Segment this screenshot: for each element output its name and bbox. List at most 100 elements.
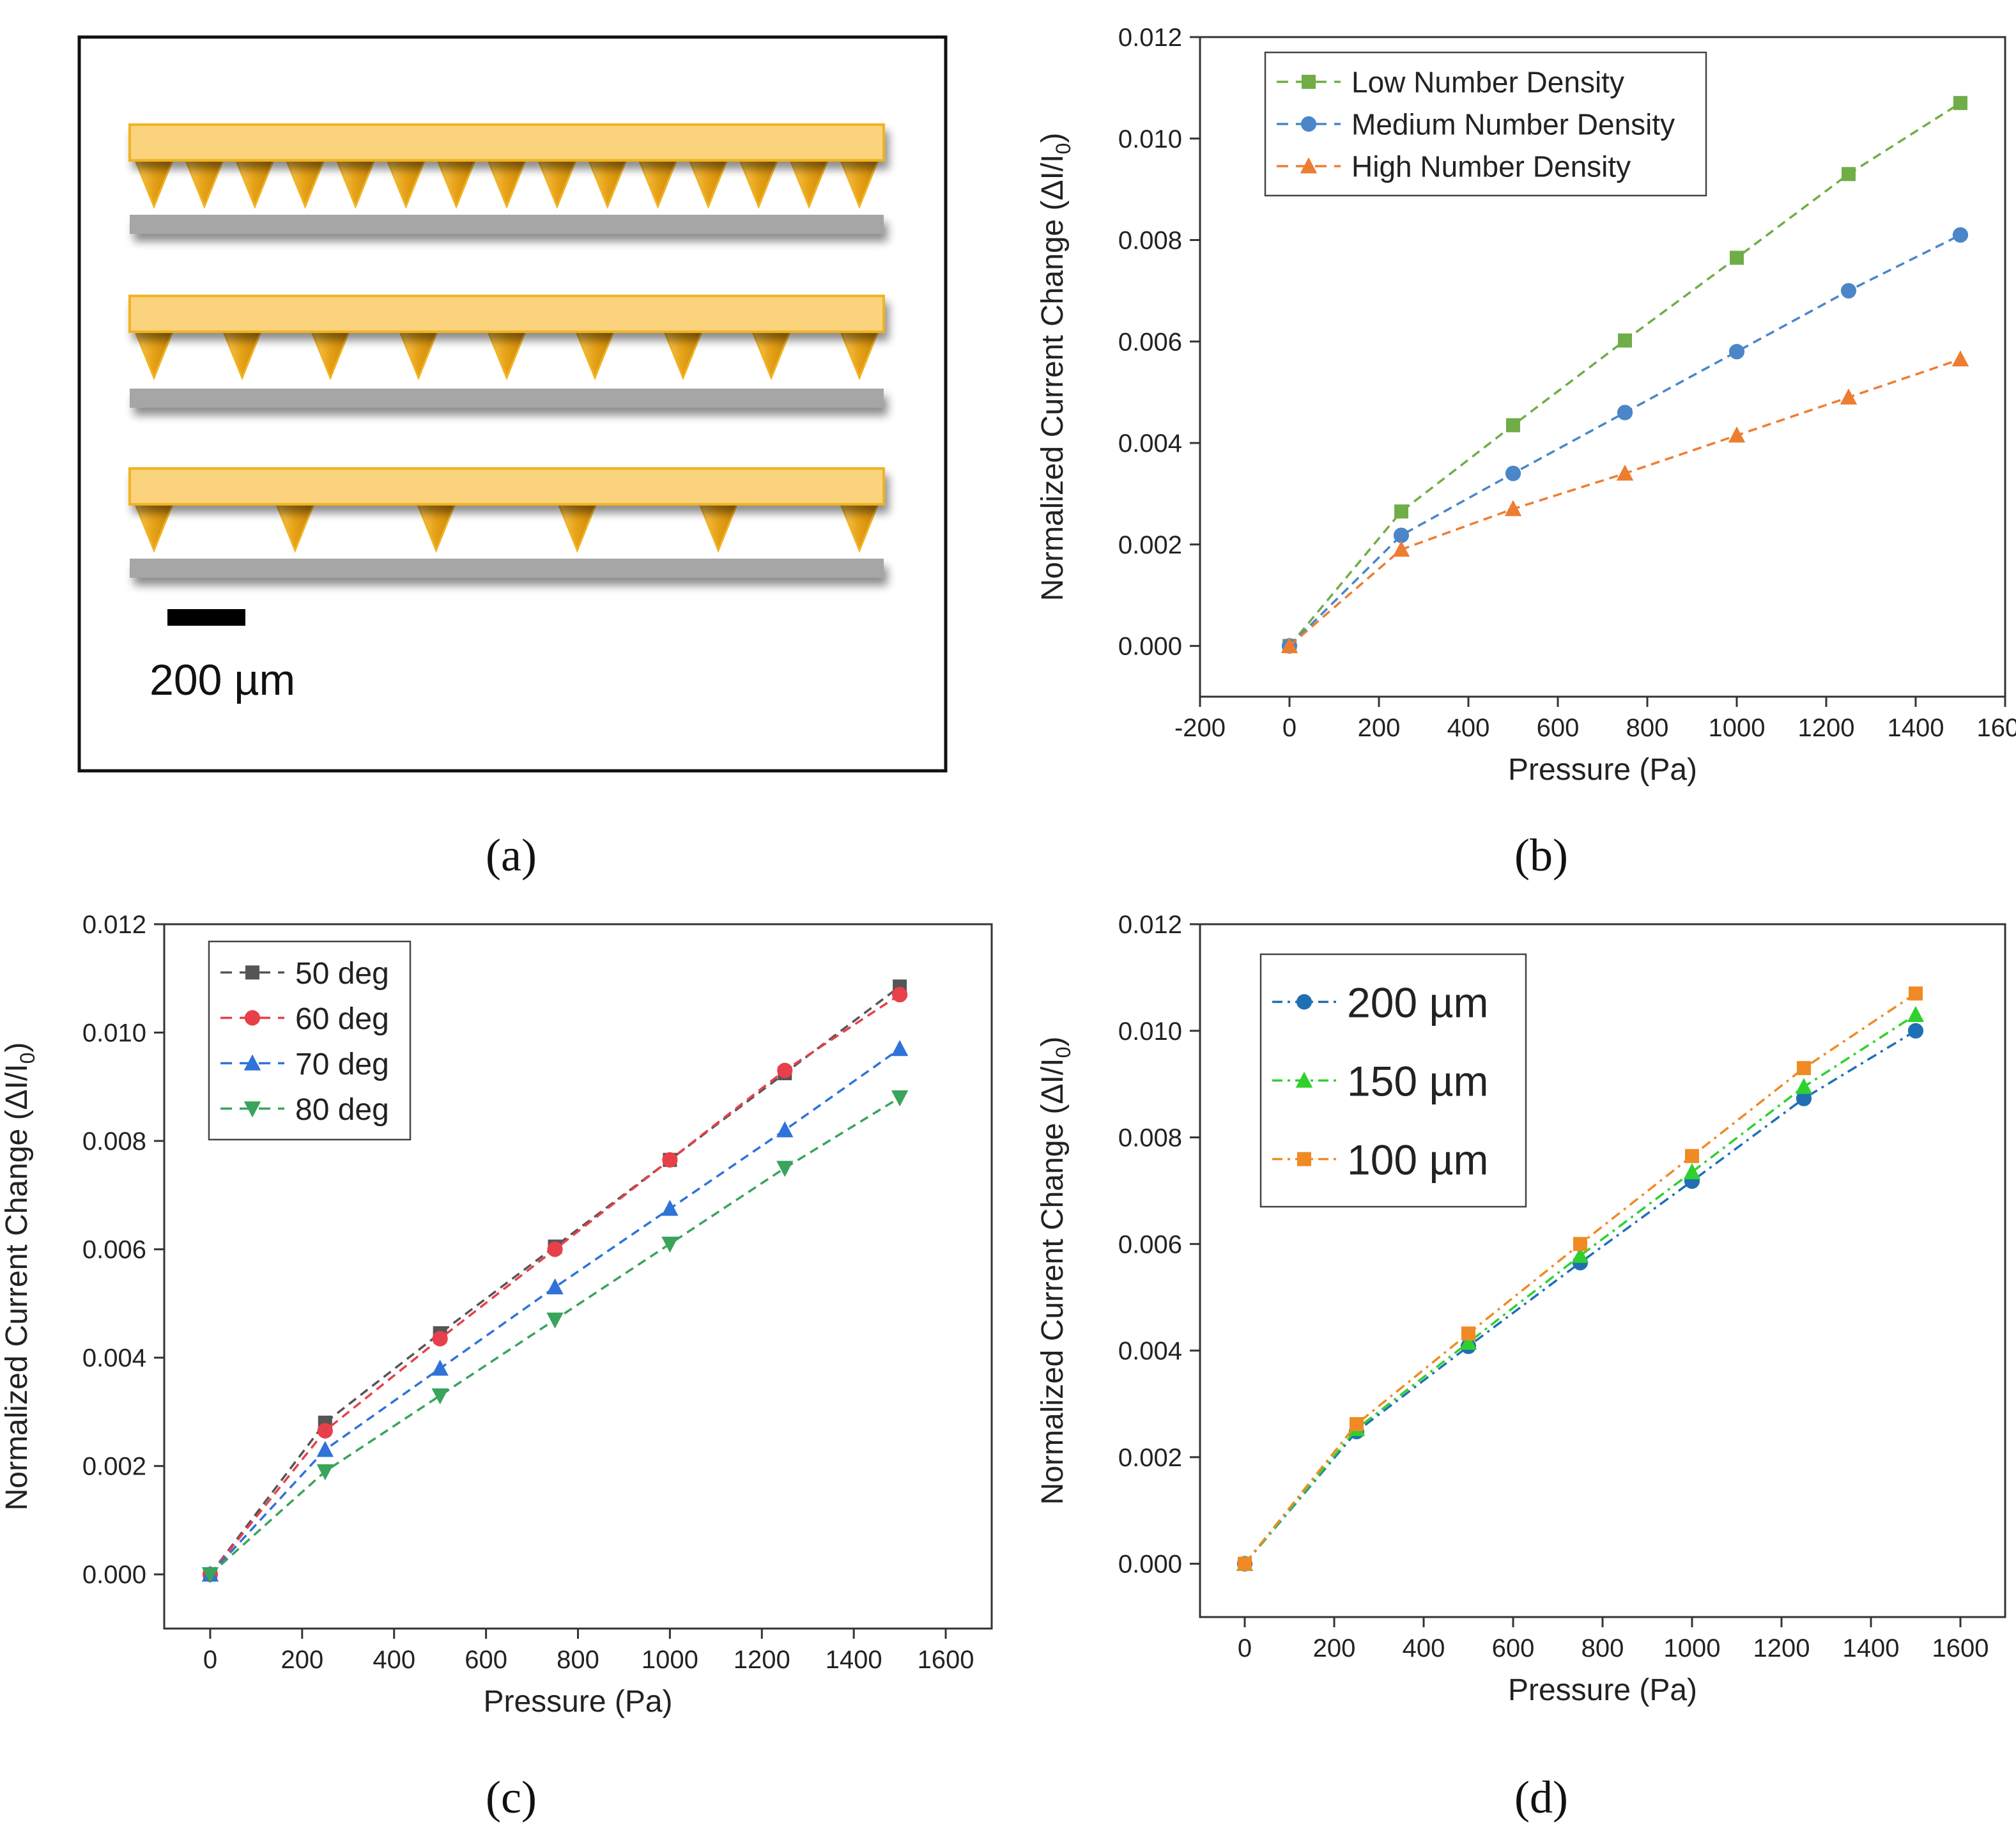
legend-marker bbox=[1302, 75, 1316, 89]
x-tick-label: 400 bbox=[373, 1646, 415, 1674]
series-line bbox=[209, 1096, 901, 1576]
legend: 200 µm 150 µm 100 µm bbox=[1259, 953, 1527, 1208]
data-point bbox=[1504, 500, 1522, 516]
series-low-number-density bbox=[1282, 96, 1967, 653]
schematic-row-high-density bbox=[128, 123, 885, 234]
x-tick-label: 600 bbox=[1492, 1634, 1535, 1662]
x-tick-label: 0 bbox=[1282, 714, 1297, 742]
data-point bbox=[1685, 1149, 1699, 1163]
legend-label: 70 deg bbox=[295, 1048, 389, 1081]
y-tick-label: 0.000 bbox=[1118, 1551, 1182, 1579]
x-tick-label: 1200 bbox=[734, 1646, 790, 1674]
legend-marker bbox=[1300, 157, 1318, 174]
legend-marker bbox=[243, 1054, 261, 1071]
scale-bar-label: 200 µm bbox=[150, 656, 295, 704]
y-axis-title: Normalized Current Change (ΔI/I0) bbox=[1036, 133, 1075, 601]
y-tick-label: 0.012 bbox=[1118, 911, 1182, 939]
x-tick-label: 800 bbox=[1626, 714, 1669, 742]
electrode-bar bbox=[128, 123, 885, 162]
data-point bbox=[316, 1441, 334, 1457]
x-tick-label: 1400 bbox=[1843, 1634, 1900, 1662]
x-tick-label: 1200 bbox=[1798, 714, 1855, 742]
data-point bbox=[316, 1464, 334, 1481]
panel-label-a: (a) bbox=[486, 830, 537, 881]
scale-bar bbox=[167, 609, 245, 626]
legend-marker bbox=[245, 965, 259, 980]
data-point bbox=[1728, 344, 1745, 360]
y-tick-label: 0.006 bbox=[1118, 1230, 1182, 1258]
data-point bbox=[1394, 504, 1408, 519]
x-tick-label: 1400 bbox=[826, 1646, 882, 1674]
y-tick-label: 0.010 bbox=[1118, 1018, 1182, 1046]
legend: 50 deg 60 deg 70 deg 80 deg bbox=[208, 940, 412, 1141]
y-tick-label: 0.008 bbox=[1118, 227, 1182, 255]
y-axis-title: Normalized Current Change (ΔI/I0) bbox=[1036, 1037, 1075, 1505]
x-tick-label: 1000 bbox=[642, 1646, 698, 1674]
data-point bbox=[547, 1241, 563, 1257]
series-high-number-density bbox=[1281, 350, 1969, 653]
y-tick-label: 0.000 bbox=[82, 1561, 146, 1589]
x-tick-label: 200 bbox=[281, 1646, 323, 1674]
data-point bbox=[892, 987, 908, 1003]
panel-label-d: (d) bbox=[1514, 1772, 1568, 1823]
data-point bbox=[1506, 418, 1520, 433]
plot-frame bbox=[1199, 36, 2006, 698]
legend: Low Number Density Medium Number Density H… bbox=[1264, 51, 1707, 197]
data-point bbox=[1728, 426, 1746, 443]
legend-label: Medium Number Density bbox=[1351, 108, 1675, 141]
data-point bbox=[1571, 1246, 1589, 1263]
y-tick-label: 0.002 bbox=[82, 1453, 146, 1481]
legend-box bbox=[208, 940, 412, 1141]
y-tick-label: 0.002 bbox=[1118, 1444, 1182, 1472]
data-point bbox=[1952, 227, 1969, 243]
y-tick-label: 0.010 bbox=[82, 1019, 146, 1048]
series-80-deg bbox=[201, 1090, 909, 1584]
x-tick-label: 200 bbox=[1358, 714, 1401, 742]
data-point bbox=[1616, 464, 1634, 481]
data-point bbox=[1795, 1078, 1813, 1094]
x-tick-label: 1600 bbox=[1932, 1634, 1989, 1662]
data-point bbox=[1461, 1326, 1475, 1341]
y-tick-label: 0.000 bbox=[1118, 633, 1182, 661]
x-tick-label: 600 bbox=[465, 1646, 507, 1674]
data-point bbox=[201, 1567, 219, 1584]
y-tick-label: 0.012 bbox=[82, 911, 146, 939]
data-point bbox=[1953, 96, 1967, 111]
substrate-base bbox=[130, 389, 884, 408]
legend-label: High Number Density bbox=[1351, 150, 1631, 183]
series-line bbox=[1288, 358, 1961, 647]
x-tick-label: 1400 bbox=[1888, 714, 1944, 742]
y-tick-label: 0.006 bbox=[1118, 328, 1182, 356]
data-point bbox=[891, 1090, 909, 1107]
data-point bbox=[1618, 333, 1632, 348]
legend-marker bbox=[243, 1101, 261, 1118]
data-point bbox=[1392, 540, 1410, 557]
data-point bbox=[431, 1359, 449, 1376]
x-tick-label: -200 bbox=[1174, 714, 1226, 742]
data-point bbox=[1393, 527, 1410, 543]
data-point bbox=[1951, 350, 1969, 367]
series-100-m bbox=[1238, 986, 1923, 1571]
legend-label: 100 µm bbox=[1347, 1136, 1488, 1183]
y-tick-label: 0.004 bbox=[1118, 430, 1182, 458]
y-axis-title: Normalized Current Change (ΔI/I0) bbox=[0, 1042, 39, 1511]
x-tick-label: 1600 bbox=[918, 1646, 974, 1674]
x-axis-title: Pressure (Pa) bbox=[1508, 1673, 1697, 1707]
data-point bbox=[1617, 405, 1633, 421]
legend-marker bbox=[1297, 1152, 1311, 1166]
data-point bbox=[1238, 1556, 1252, 1571]
substrate-base bbox=[130, 215, 884, 234]
data-point bbox=[1907, 1023, 1924, 1039]
data-point bbox=[546, 1312, 564, 1329]
x-tick-label: 400 bbox=[1447, 714, 1490, 742]
data-point bbox=[1573, 1237, 1587, 1251]
data-point bbox=[431, 1388, 449, 1405]
legend-label: 50 deg bbox=[295, 957, 389, 991]
data-point bbox=[1842, 167, 1856, 182]
legend-label: Low Number Density bbox=[1351, 66, 1624, 99]
data-point bbox=[1796, 1090, 1812, 1106]
data-point bbox=[1505, 465, 1521, 481]
schematic-rows bbox=[128, 123, 885, 578]
x-axis-title: Pressure (Pa) bbox=[483, 1685, 672, 1719]
data-point bbox=[1907, 1005, 1925, 1022]
